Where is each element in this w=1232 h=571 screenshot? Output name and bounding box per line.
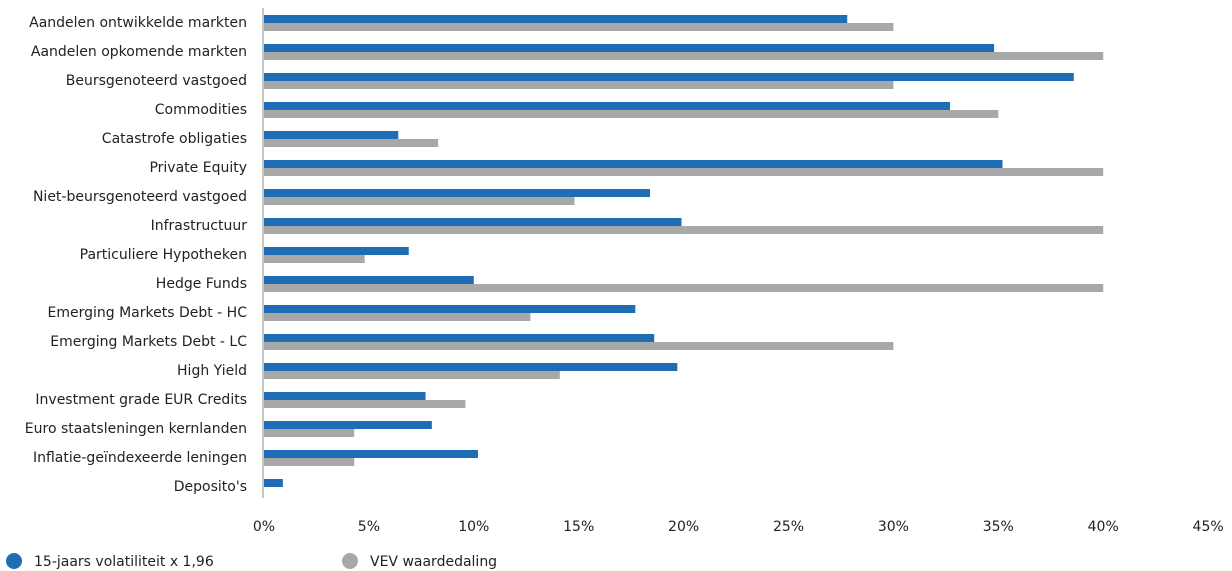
legend-marker-0 xyxy=(6,553,22,569)
category-label-6: Niet-beursgenoteerd vastgoed xyxy=(33,189,247,205)
x-tick-label-0: 0% xyxy=(253,519,275,535)
x-tick-label-4: 20% xyxy=(668,519,699,535)
x-tick-label-6: 30% xyxy=(878,519,909,535)
x-tick-label-7: 35% xyxy=(983,519,1014,535)
category-label-15: Inflatie-geïndexeerde leningen xyxy=(33,450,247,466)
bar-volatility-3 xyxy=(264,102,951,110)
legend-label-1: VEV waardedaling xyxy=(370,554,497,570)
category-label-13: Investment grade EUR Credits xyxy=(35,392,247,408)
bar-vev-12 xyxy=(264,371,560,379)
bar-vev-10 xyxy=(264,313,531,321)
category-label-4: Catastrofe obligaties xyxy=(102,131,247,147)
x-tick-label-2: 10% xyxy=(458,519,489,535)
bar-vev-3 xyxy=(264,110,999,118)
category-label-11: Emerging Markets Debt - LC xyxy=(50,334,247,350)
bar-vev-2 xyxy=(264,81,894,89)
bar-volatility-9 xyxy=(264,276,474,284)
x-tick-labels: 0% 5% 10% 15% 20% 25% 30% 35% 40% 45% xyxy=(253,519,1224,535)
x-tick-label-3: 15% xyxy=(563,519,594,535)
category-labels: Aandelen ontwikkelde markten Aandelen opk… xyxy=(25,15,247,495)
x-tick-label-1: 5% xyxy=(358,519,380,535)
legend: 15-jaars volatiliteit x 1,96 VEV waardeda… xyxy=(6,553,497,570)
bar-volatility-5 xyxy=(264,160,1003,168)
category-label-7: Infrastructuur xyxy=(151,218,248,234)
category-label-16: Deposito's xyxy=(174,479,247,495)
bar-vev-6 xyxy=(264,197,575,205)
category-label-10: Emerging Markets Debt - HC xyxy=(48,305,248,321)
bars-group xyxy=(264,15,1104,487)
bar-volatility-6 xyxy=(264,189,651,197)
bar-vev-9 xyxy=(264,284,1104,292)
x-tick-label-9: 45% xyxy=(1193,519,1224,535)
category-label-0: Aandelen ontwikkelde markten xyxy=(29,15,247,31)
legend-label-0: 15-jaars volatiliteit x 1,96 xyxy=(34,554,214,570)
bar-vev-13 xyxy=(264,400,466,408)
bar-vev-0 xyxy=(264,23,894,31)
bar-volatility-4 xyxy=(264,131,399,139)
category-label-9: Hedge Funds xyxy=(156,276,247,292)
category-label-8: Particuliere Hypotheken xyxy=(80,247,247,263)
category-label-14: Euro staatsleningen kernlanden xyxy=(25,421,247,437)
bar-volatility-12 xyxy=(264,363,678,371)
x-tick-label-8: 40% xyxy=(1088,519,1119,535)
bar-vev-4 xyxy=(264,139,439,147)
x-tick-label-5: 25% xyxy=(773,519,804,535)
bar-volatility-13 xyxy=(264,392,426,400)
bar-vev-14 xyxy=(264,429,355,437)
bar-volatility-10 xyxy=(264,305,636,313)
bar-vev-1 xyxy=(264,52,1104,60)
category-label-1: Aandelen opkomende markten xyxy=(31,44,247,60)
bar-vev-15 xyxy=(264,458,355,466)
bar-volatility-2 xyxy=(264,73,1074,81)
bar-vev-8 xyxy=(264,255,365,263)
bar-volatility-8 xyxy=(264,247,409,255)
category-label-2: Beursgenoteerd vastgoed xyxy=(66,73,247,89)
bar-volatility-14 xyxy=(264,421,432,429)
bar-volatility-15 xyxy=(264,450,478,458)
bar-volatility-16 xyxy=(264,479,283,487)
category-label-5: Private Equity xyxy=(149,160,247,176)
bar-volatility-7 xyxy=(264,218,682,226)
bar-volatility-1 xyxy=(264,44,995,52)
bar-vev-5 xyxy=(264,168,1104,176)
legend-marker-1 xyxy=(342,553,358,569)
category-label-3: Commodities xyxy=(155,102,247,118)
bar-volatility-11 xyxy=(264,334,655,342)
category-label-12: High Yield xyxy=(177,363,247,379)
bar-vev-7 xyxy=(264,226,1104,234)
bar-volatility-0 xyxy=(264,15,848,23)
bar-vev-11 xyxy=(264,342,894,350)
